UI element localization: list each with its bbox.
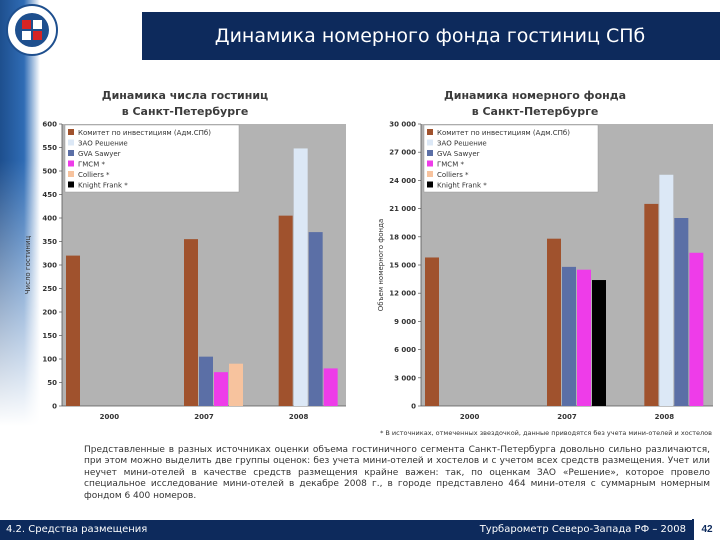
footer-bar xyxy=(0,520,720,540)
chart2-ytick-label: 9 000 xyxy=(394,318,416,326)
chart1-legend-box xyxy=(64,124,240,193)
chart2-bar xyxy=(659,174,674,406)
chart1-xtick-label: 2008 xyxy=(289,413,309,421)
chart2-title-line-2: в Санкт-Петербурге xyxy=(471,105,599,118)
chart1-legend-label: Colliers * xyxy=(78,171,110,179)
chart2-legend-swatch xyxy=(427,150,433,156)
chart1-ytick-label: 100 xyxy=(42,356,57,364)
chart2-bar xyxy=(425,257,439,406)
chart2-bar xyxy=(562,266,576,406)
chart1-ytick-label: 450 xyxy=(42,191,57,199)
chart1-ylabel: Число гостиниц xyxy=(24,236,32,295)
chart1-legend-label: Knight Frank * xyxy=(78,182,128,190)
chart1-ytick-label: 0 xyxy=(52,403,57,411)
chart1-legend-swatch xyxy=(68,129,74,135)
chart1-ytick-label: 200 xyxy=(42,309,57,317)
chart-hotels-count: 0 50 100 150 200 250 300 350 400 450 500 550 600 Числ… xyxy=(24,121,346,421)
chart2-legend-swatch xyxy=(427,139,433,146)
chart2-ytick-label: 21 000 xyxy=(389,205,416,213)
chart2-legend-swatch xyxy=(427,181,433,188)
chart2-legend-label: Комитет по инвестициям (Адм.СПб) xyxy=(437,129,570,137)
chart1-ytick-label: 50 xyxy=(47,379,57,387)
chart2-bar xyxy=(592,280,606,406)
page-title: Динамика номерного фонда гостиниц СПб xyxy=(214,25,646,47)
chart2-ytick-label: 27 000 xyxy=(389,149,416,157)
chart2-legend-swatch xyxy=(427,129,433,135)
logo-emblem xyxy=(6,4,58,56)
chart2-legend-box xyxy=(423,124,599,193)
chart2-bar xyxy=(644,203,659,406)
header-bar xyxy=(142,12,720,60)
chart1-legend-swatch xyxy=(68,139,74,146)
chart2-ytick-label: 0 xyxy=(411,403,416,411)
chart2-legend-label: Colliers * xyxy=(437,171,469,179)
chart1-ytick-label: 550 xyxy=(42,144,57,152)
chart2-bar xyxy=(577,269,591,406)
chart2-legend-label: GVA Sawyer xyxy=(437,150,480,158)
chart2-legend-label: Knight Frank * xyxy=(437,182,487,190)
chart-room-stock: 0 3 000 6 000 9 000 12 000 15 000 18 000 21 000… xyxy=(377,121,713,421)
footnote: * В источниках, отмеченных звездочкой, д… xyxy=(380,429,712,437)
left-strip-fade xyxy=(0,160,40,540)
chart2-ytick-label: 30 000 xyxy=(389,121,416,129)
chart2-ytick-label: 6 000 xyxy=(394,346,416,354)
chart1-legend-label: GVA Sawyer xyxy=(78,150,121,158)
chart1-legend-swatch xyxy=(68,160,74,167)
chart1-legend-label: ГМСМ * xyxy=(78,161,105,169)
chart1-bar xyxy=(278,215,293,406)
chart2-ylabel: Объем номерного фонда xyxy=(377,219,385,312)
chart1-ytick-label: 300 xyxy=(42,262,57,270)
chart1-ytick-label: 350 xyxy=(42,238,57,246)
chart1-title-line-2: в Санкт-Петербурге xyxy=(121,105,249,118)
chart2-legend-label: ГМСМ * xyxy=(437,161,464,169)
chart2-xtick-label: 2008 xyxy=(655,413,675,421)
chart2-legend-swatch xyxy=(427,160,433,167)
chart2-ytick-label: 15 000 xyxy=(389,262,416,270)
chart1-ytick-label: 250 xyxy=(42,285,57,293)
chart1-ytick-label: 150 xyxy=(42,332,57,340)
chart1-bar xyxy=(214,372,228,406)
chart1-ytick-label: 400 xyxy=(42,215,57,223)
chart1-xtick-label: 2000 xyxy=(100,413,120,421)
chart1-legend-label: ЗАО Решение xyxy=(78,140,128,148)
chart1-title: Динамика числа гостиниц в Санкт-Петербур… xyxy=(60,88,310,120)
description-paragraph: Представленные в разных источниках оценк… xyxy=(84,445,710,501)
chart1-bar xyxy=(184,239,198,406)
chart1-legend-swatch xyxy=(68,150,74,156)
chart2-ytick-label: 24 000 xyxy=(389,177,416,185)
chart1-bar xyxy=(199,356,213,406)
chart1-xtick-label: 2007 xyxy=(194,413,214,421)
chart2-title-line-1: Динамика номерного фонда xyxy=(443,89,627,102)
chart2-bar xyxy=(547,238,561,406)
chart2-bar xyxy=(674,218,689,406)
chart2-ytick-label: 12 000 xyxy=(389,290,416,298)
chart1-bar xyxy=(229,363,243,406)
chart1-legend-swatch xyxy=(68,181,74,188)
chart1-ytick-label: 500 xyxy=(42,168,57,176)
chart2-legend-swatch xyxy=(427,171,433,177)
chart2-xtick-label: 2007 xyxy=(557,413,577,421)
chart1-bar xyxy=(66,255,80,406)
chart2-xtick-label: 2000 xyxy=(460,413,480,421)
chart2-ytick-label: 3 000 xyxy=(394,374,416,382)
chart1-title-line-1: Динамика числа гостиниц xyxy=(101,89,269,102)
chart1-ytick-label: 600 xyxy=(42,121,57,129)
chart1-legend-label: Комитет по инвестициям (Адм.СПб) xyxy=(78,129,211,137)
chart1-bar xyxy=(323,368,338,406)
chart2-ytick-label: 18 000 xyxy=(389,233,416,241)
chart1-bar xyxy=(293,148,308,406)
chart1-legend-swatch xyxy=(68,171,74,177)
chart1-bar xyxy=(308,232,323,406)
chart2-bar xyxy=(689,252,704,406)
page-number: 42 xyxy=(692,519,720,540)
chart2-title: Динамика номерного фонда в Санкт-Петербу… xyxy=(410,88,660,120)
chart2-legend-label: ЗАО Решение xyxy=(437,140,487,148)
footer-section: 4.2. Средства размещения xyxy=(6,524,148,535)
footer-publication: Турбарометр Северо-Запада РФ – 2008 xyxy=(479,524,686,535)
